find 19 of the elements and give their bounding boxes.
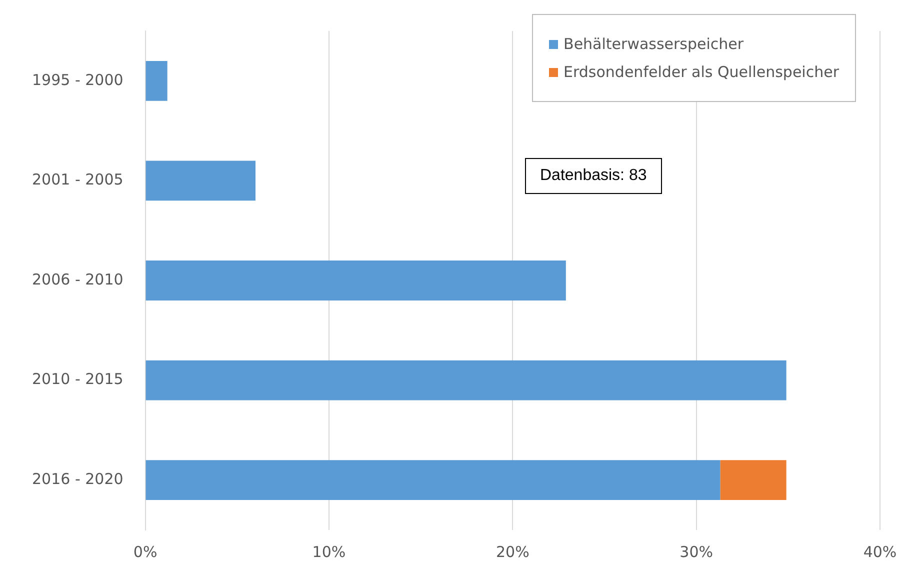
x-tick-label: 40% — [863, 542, 897, 561]
y-tick-label: 1995 - 2000 — [32, 70, 124, 89]
x-tick-label: 10% — [312, 542, 346, 561]
y-tick-label: 2016 - 2020 — [32, 470, 124, 488]
bar — [146, 60, 168, 101]
x-tick-label: 30% — [680, 542, 713, 561]
bar — [146, 160, 256, 201]
y-tick-label: 2006 - 2010 — [32, 270, 124, 288]
y-tick-label: 2001 - 2005 — [32, 170, 124, 189]
x-tick-label: 20% — [496, 542, 530, 561]
bar — [720, 460, 786, 500]
legend-label: Behälterwasserspeicher — [564, 35, 744, 53]
bar — [146, 460, 720, 500]
annotation: Datenbasis: 83 — [525, 158, 662, 194]
x-tick-label: 0% — [133, 542, 158, 561]
legend-label: Erdsondenfelder als Quellenspeicher — [564, 63, 839, 81]
bar — [146, 360, 786, 400]
bar — [146, 260, 566, 300]
y-tick-label: 2010 - 2015 — [32, 370, 124, 388]
